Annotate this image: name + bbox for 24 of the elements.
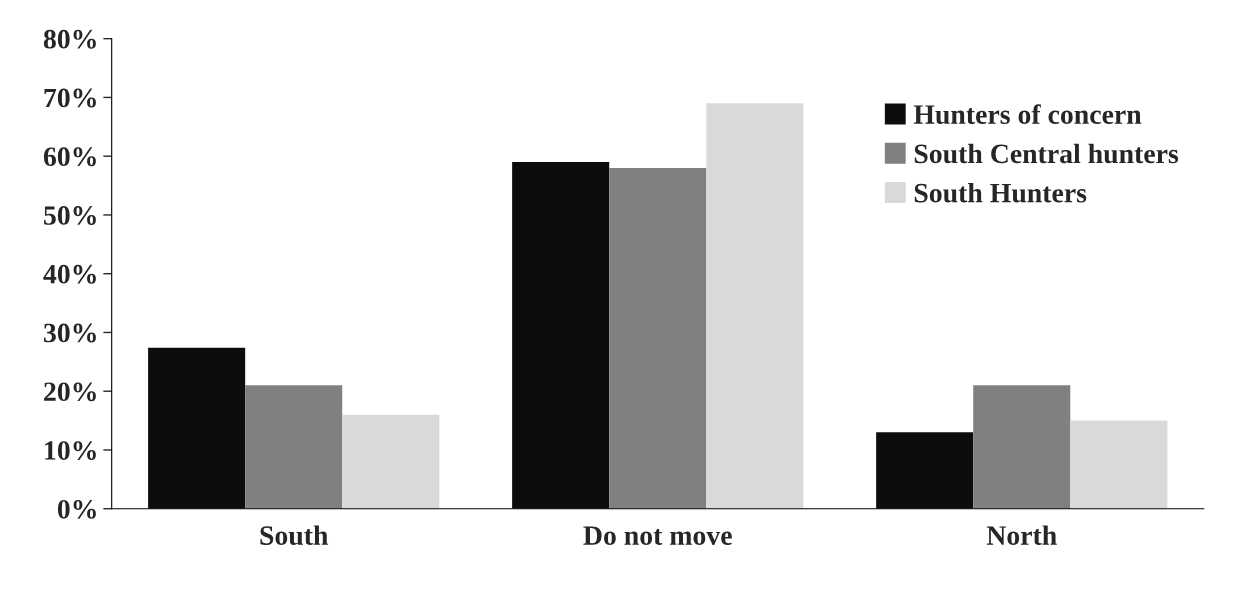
- bar: [342, 414, 440, 509]
- y-tick-label: 60%: [43, 147, 96, 167]
- bar: [512, 162, 610, 509]
- bar: [1070, 420, 1168, 509]
- y-tick-label: 0%: [57, 499, 96, 519]
- x-tick-label: Do not move: [583, 526, 732, 545]
- y-tick-label: 20%: [44, 382, 96, 402]
- x-tick-label: South: [260, 525, 329, 546]
- legend-label: South Central hunters: [914, 143, 1179, 164]
- y-tick-label: 30%: [43, 323, 96, 343]
- y-tick-label: 70%: [44, 88, 96, 108]
- bar: [706, 103, 804, 509]
- x-tick-label: North: [986, 525, 1057, 545]
- bar: [148, 347, 246, 509]
- y-tick-label: 80%: [43, 29, 96, 49]
- bar: [609, 167, 707, 509]
- y-tick-label: 50%: [44, 206, 96, 225]
- legend-label: Hunters of concern: [913, 104, 1142, 125]
- y-tick-label: 10%: [45, 441, 96, 460]
- bar: [876, 432, 974, 509]
- bar: [973, 385, 1071, 509]
- legend-label: South Hunters: [914, 182, 1087, 203]
- bar: [245, 385, 343, 509]
- y-tick-label: 40%: [43, 264, 96, 284]
